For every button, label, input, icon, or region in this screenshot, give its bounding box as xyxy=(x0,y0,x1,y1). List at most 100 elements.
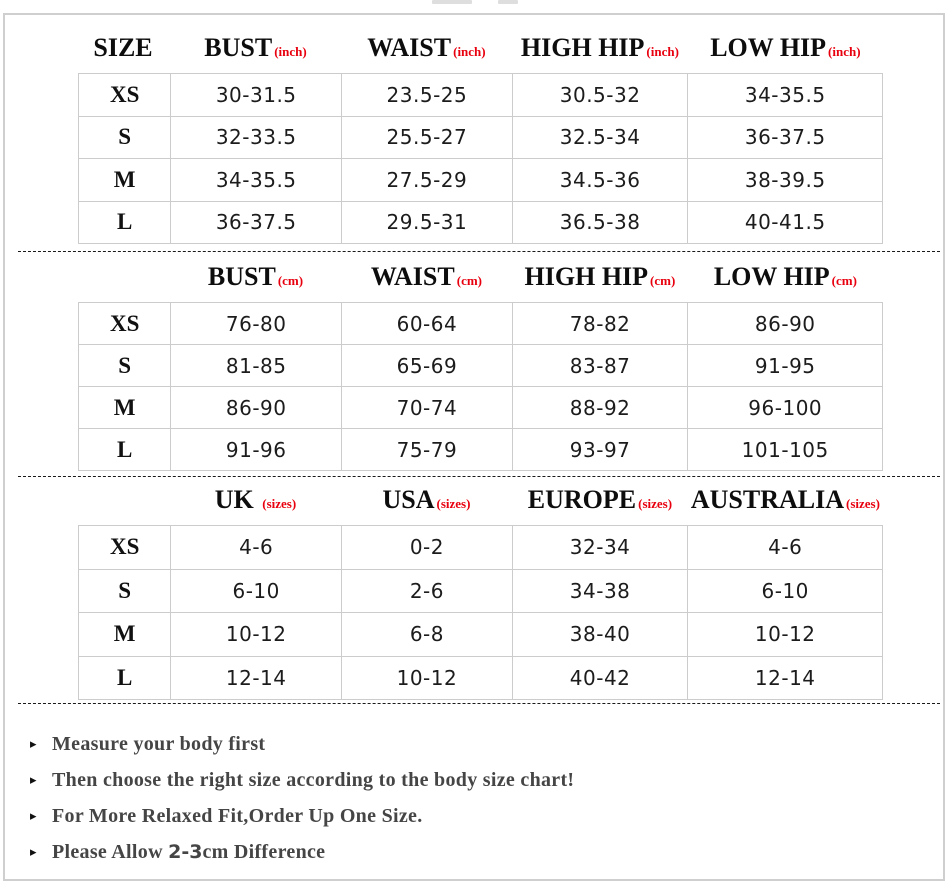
column-header-label: HIGH HIP xyxy=(520,33,645,62)
measurement-value: 76-80 xyxy=(170,302,343,345)
measurement-value: 86-90 xyxy=(687,302,883,345)
column-header-label: EUROPE xyxy=(527,485,637,514)
note-text-prefix: For More Relaxed Fit,Order Up One Size. xyxy=(52,804,423,827)
column-header-label: SIZE xyxy=(93,33,153,62)
measurement-value: 12-14 xyxy=(170,655,343,700)
measurement-value: 36-37.5 xyxy=(687,115,883,159)
measurement-value: 65-69 xyxy=(341,344,513,387)
measurement-value: 83-87 xyxy=(511,344,689,387)
inch-table-header-row: SIZE BUST (inch) WAIST (inch) HIGH HIP (inch) L… xyxy=(78,26,883,70)
measurement-value: 86-90 xyxy=(170,386,343,429)
measurement-value: 36-37.5 xyxy=(170,200,343,244)
international-table-header-row: UK (sizes) USA (sizes) EUROPE (sizes) AUSTRAL… xyxy=(78,478,883,522)
measurement-value: 10-12 xyxy=(687,612,883,657)
size-row-xs: XS 4-6 0-2 32-34 4-6 xyxy=(77,525,883,570)
size-row-xs: XS 30-31.5 23.5-25 30.5-32 34-35.5 xyxy=(77,73,883,117)
size-table-international: XS 4-6 0-2 32-34 4-6 S 6-10 2-6 34-38 6-10 M 10-12 6… xyxy=(77,525,883,700)
column-header-size xyxy=(78,478,170,522)
column-header-bust: BUST (cm) xyxy=(170,255,341,299)
size-label: XS xyxy=(77,525,172,570)
column-header-label: WAIST xyxy=(370,262,455,291)
column-header-label: BUST xyxy=(204,33,273,62)
column-header-uk: UK (sizes) xyxy=(170,478,341,522)
note-text: Then choose the right size according to … xyxy=(52,769,574,792)
dashed-divider xyxy=(18,251,940,252)
column-header-label: WAIST xyxy=(367,33,452,62)
note-item: ▸ For More Relaxed Fit,Order Up One Size. xyxy=(30,798,920,834)
measurement-value: 10-12 xyxy=(170,612,343,657)
measurement-value: 32-33.5 xyxy=(170,115,343,159)
measurement-value: 34-35.5 xyxy=(170,158,343,202)
measurement-value: 32-34 xyxy=(511,525,689,570)
triangle-bullet-icon: ▸ xyxy=(30,772,37,788)
measurement-value: 12-14 xyxy=(687,655,883,700)
measurement-value: 40-42 xyxy=(511,655,689,700)
measurement-value: 38-40 xyxy=(511,612,689,657)
size-row-m: M 34-35.5 27.5-29 34.5-36 38-39.5 xyxy=(77,158,883,202)
column-header-unit: (sizes) xyxy=(846,496,880,511)
dashed-divider xyxy=(18,476,940,477)
measurement-value: 32.5-34 xyxy=(511,115,689,159)
measurement-value: 34-38 xyxy=(511,568,689,613)
size-chart-international-section: UK (sizes) USA (sizes) EUROPE (sizes) AUSTRAL… xyxy=(77,478,883,700)
column-header-low-hip: LOW HIP (cm) xyxy=(688,255,883,299)
measurement-value: 91-96 xyxy=(170,428,343,471)
size-row-s: S 32-33.5 25.5-27 32.5-34 36-37.5 xyxy=(77,115,883,159)
note-text-prefix: Measure your body first xyxy=(52,732,266,755)
note-text: Measure your body first xyxy=(52,733,265,756)
size-row-s: S 6-10 2-6 34-38 6-10 xyxy=(77,568,883,613)
cm-table-header-row: BUST (cm) WAIST (cm) HIGH HIP (cm) LOW HIP (cm) xyxy=(78,255,883,299)
note-item: ▸ Then choose the right size according to… xyxy=(30,762,920,798)
measurement-value: 88-92 xyxy=(511,386,689,429)
measurement-value: 4-6 xyxy=(170,525,343,570)
measurement-value: 2-6 xyxy=(341,568,513,613)
size-chart-cm-section: BUST (cm) WAIST (cm) HIGH HIP (cm) LOW HIP (cm)… xyxy=(77,255,883,471)
measurement-value: 78-82 xyxy=(511,302,689,345)
column-header-europe: EUROPE (sizes) xyxy=(512,478,688,522)
measurement-value: 101-105 xyxy=(687,428,883,471)
measurement-value: 30-31.5 xyxy=(170,73,343,117)
note-item: ▸ Measure your body first xyxy=(30,726,920,762)
note-text: Please Allow 2-3cm Difference xyxy=(52,841,325,864)
measurement-value: 27.5-29 xyxy=(341,158,513,202)
size-label: M xyxy=(77,612,172,657)
column-header-low-hip: LOW HIP (inch) xyxy=(688,26,883,70)
measurement-value: 6-8 xyxy=(341,612,513,657)
column-header-unit: (sizes) xyxy=(436,496,471,511)
size-label: XS xyxy=(77,73,172,117)
measurement-value: 0-2 xyxy=(341,525,513,570)
measurement-value: 96-100 xyxy=(687,386,883,429)
size-row-l: L 91-96 75-79 93-97 101-105 xyxy=(77,428,883,471)
size-table-cm: XS 76-80 60-64 78-82 86-90 S 81-85 65-69 83-87 91… xyxy=(77,302,883,471)
measurement-value: 25.5-27 xyxy=(341,115,513,159)
size-chart-inch-section: SIZE BUST (inch) WAIST (inch) HIGH HIP (inch) L… xyxy=(77,26,883,244)
size-row-s: S 81-85 65-69 83-87 91-95 xyxy=(77,344,883,387)
measurement-value: 93-97 xyxy=(511,428,689,471)
column-header-unit: (inch) xyxy=(453,44,486,59)
note-text-highlight: 2-3 xyxy=(168,840,203,863)
column-header-usa: USA (sizes) xyxy=(341,478,512,522)
note-text-prefix: Then choose the right size according to … xyxy=(52,768,575,791)
column-header-label: LOW HIP xyxy=(710,33,827,62)
note-item: ▸ Please Allow 2-3cm Difference xyxy=(30,834,920,870)
size-row-l: L 12-14 10-12 40-42 12-14 xyxy=(77,655,883,700)
column-header-unit: (cm) xyxy=(650,273,676,288)
measurement-value: 29.5-31 xyxy=(341,200,513,244)
measurement-value: 40-41.5 xyxy=(687,200,883,244)
size-label: M xyxy=(77,158,172,202)
column-header-label: AUSTRALIA xyxy=(690,485,844,514)
dashed-divider xyxy=(18,703,940,704)
size-label: XS xyxy=(77,302,172,345)
note-text-prefix: Please Allow xyxy=(52,840,169,863)
size-row-m: M 86-90 70-74 88-92 96-100 xyxy=(77,386,883,429)
measurement-value: 4-6 xyxy=(687,525,883,570)
note-text-suffix: cm Difference xyxy=(202,840,326,863)
measurement-value: 6-10 xyxy=(170,568,343,613)
triangle-bullet-icon: ▸ xyxy=(30,808,37,824)
measurement-value: 75-79 xyxy=(341,428,513,471)
measurement-value: 34-35.5 xyxy=(687,73,883,117)
column-header-unit: (inch) xyxy=(646,44,679,59)
clipped-top-text-fragment xyxy=(432,0,472,4)
triangle-bullet-icon: ▸ xyxy=(30,736,37,752)
column-header-unit: (inch) xyxy=(828,44,861,59)
